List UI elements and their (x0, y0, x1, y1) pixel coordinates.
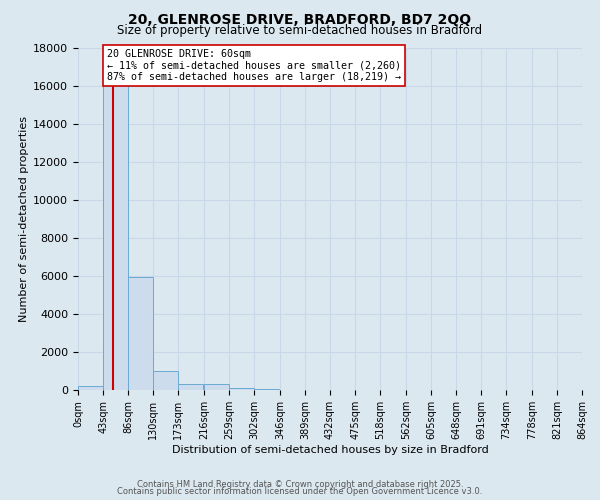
Bar (178, 384, 203, 390)
Text: 20 GLENROSE DRIVE: 60sqm
← 11% of semi-detached houses are smaller (2,260)
87% o: 20 GLENROSE DRIVE: 60sqm ← 11% of semi-d… (107, 49, 401, 82)
Bar (254, 389, 279, 390)
Text: 20, GLENROSE DRIVE, BRADFORD, BD7 2QQ: 20, GLENROSE DRIVE, BRADFORD, BD7 2QQ (128, 12, 472, 26)
Bar (153, 371, 178, 390)
Text: Contains public sector information licensed under the Open Government Licence v3: Contains public sector information licen… (118, 488, 482, 496)
X-axis label: Distribution of semi-detached houses by size in Bradford: Distribution of semi-detached houses by … (172, 444, 488, 454)
Bar (103, 76, 128, 390)
Bar (204, 384, 229, 390)
Bar (128, 277, 153, 390)
Text: Size of property relative to semi-detached houses in Bradford: Size of property relative to semi-detach… (118, 24, 482, 37)
Bar (229, 388, 254, 390)
Bar (78, 386, 103, 390)
Title: 20, GLENROSE DRIVE, BRADFORD, BD7 2QQ
Size of property relative to semi-detached: 20, GLENROSE DRIVE, BRADFORD, BD7 2QQ Si… (0, 499, 1, 500)
Y-axis label: Number of semi-detached properties: Number of semi-detached properties (19, 116, 29, 322)
Text: Contains HM Land Registry data © Crown copyright and database right 2025.: Contains HM Land Registry data © Crown c… (137, 480, 463, 489)
